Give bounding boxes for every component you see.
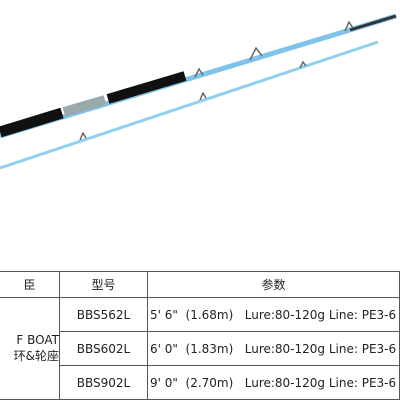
model-cell: BBS902L [60, 366, 148, 400]
spec-cell: 5' 6" (1.68m) Lure:80-120g Line: PE3-6 [148, 298, 400, 332]
rod-handle [0, 107, 64, 138]
header-cell: 臣 [0, 272, 60, 298]
model-cell: BBS602L [60, 332, 148, 366]
spec-cell: 9' 0" (2.70m) Lure:80-120g Line: PE3-6 [148, 366, 400, 400]
model-cell: BBS562L [60, 298, 148, 332]
header-cell: 型号 [60, 272, 148, 298]
spec-cell: 6' 0" (1.83m) Lure:80-120g Line: PE3-6 [148, 332, 400, 366]
fore-grip [106, 71, 187, 104]
rod-tip [349, 14, 397, 32]
table-border [0, 271, 400, 272]
guides [79, 20, 354, 141]
rod-blank-2 [0, 40, 379, 170]
side-cell: F BOAT 环&轮座 [0, 298, 60, 400]
side-text: F BOAT [16, 333, 59, 347]
side-text: 环&轮座 [13, 349, 59, 363]
header-cell: 参数 [148, 272, 400, 298]
rod-image [0, 13, 397, 170]
reel-seat [62, 95, 107, 117]
